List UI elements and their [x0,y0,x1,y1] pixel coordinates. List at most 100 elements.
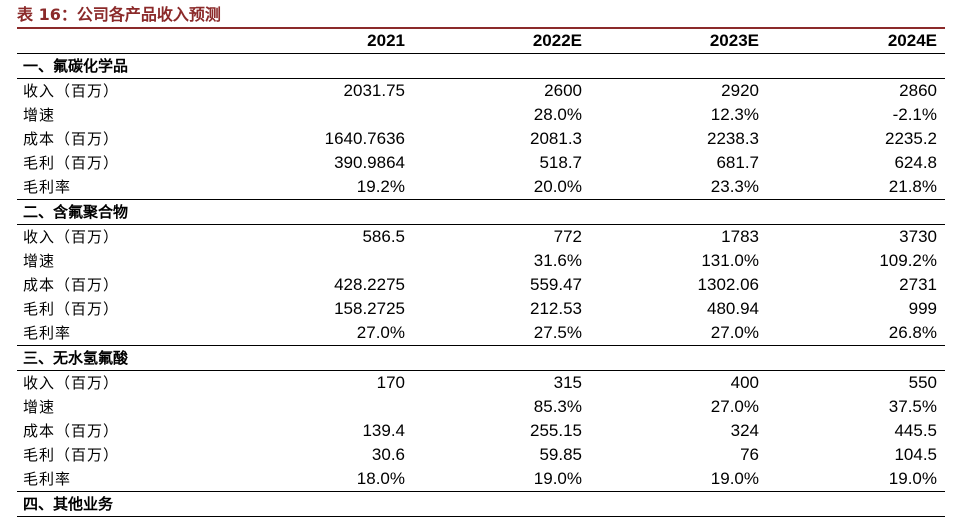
section-row: 三、无水氢氟酸 [17,346,945,371]
row-label: 毛利率 [23,324,72,342]
value-cell: 999 [908,299,937,318]
value-cell: 2031.75 [343,81,405,100]
value-cell: 1783 [721,227,759,246]
value-cell: 158.2725 [334,299,405,318]
table-row: 毛利（百万） 30.6 59.85 76 104.5 [17,443,945,467]
value-cell: 1640.7636 [324,129,405,148]
value-cell: 212.53 [530,299,582,318]
value-cell: 27.5% [533,323,582,342]
value-cell: 518.7 [539,153,582,172]
row-label: 增速 [23,252,56,270]
value-cell: 30.6 [371,445,405,464]
row-label: 收入（百万） [23,374,120,392]
row-label: 成本（百万） [23,422,120,440]
forecast-table: 2021 2022E 2023E 2024E 一、氟碳化学品 收入（百万） 2031… [17,29,945,517]
value-cell [270,249,413,273]
section-row: 四、其他业务 [17,492,945,517]
value-cell: 131.0% [701,251,759,270]
header-cell-2021: 2021 [367,31,405,50]
value-cell: 21.8% [888,177,937,196]
value-cell: 19.0% [710,469,759,488]
value-cell: 139.4 [362,421,405,440]
row-label: 成本（百万） [23,276,120,294]
value-cell: 2920 [721,81,759,100]
value-cell: 624.8 [894,153,937,172]
section-title: 一、氟碳化学品 [23,57,129,75]
value-cell: 428.2275 [334,275,405,294]
value-cell: 109.2% [879,251,937,270]
table-row: 收入（百万） 2031.75 2600 2920 2860 [17,79,945,104]
row-label: 成本（百万） [23,130,120,148]
value-cell: 28.0% [533,105,582,124]
value-cell: -2.1% [892,105,937,124]
value-cell: 390.9864 [334,153,405,172]
value-cell: 23.3% [710,177,759,196]
row-label: 增速 [23,106,56,124]
section-row: 一、氟碳化学品 [17,54,945,79]
section-title: 四、其他业务 [23,495,114,513]
value-cell: 31.6% [533,251,582,270]
table-row: 毛利（百万） 390.9864 518.7 681.7 624.8 [17,151,945,175]
value-cell: 19.2% [356,177,405,196]
value-cell: 19.0% [888,469,937,488]
value-cell: 85.3% [533,397,582,416]
value-cell: 324 [730,421,759,440]
value-cell: 2238.3 [707,129,759,148]
table-row: 成本（百万） 1640.7636 2081.3 2238.3 2235.2 [17,127,945,151]
value-cell: 2731 [899,275,937,294]
table-row: 成本（百万） 428.2275 559.47 1302.06 2731 [17,273,945,297]
value-cell [270,103,413,127]
section-title: 二、含氟聚合物 [23,203,129,221]
section-title: 三、无水氢氟酸 [23,349,129,367]
value-cell: 772 [553,227,582,246]
value-cell: 27.0% [710,323,759,342]
value-cell: 2860 [899,81,937,100]
header-cell-2022e: 2022E [532,31,582,50]
table-row: 收入（百万） 586.5 772 1783 3730 [17,225,945,250]
table-caption: 表 16：公司各产品收入预测 [17,5,221,24]
value-cell: 59.85 [539,445,582,464]
table-row: 毛利率 27.0% 27.5% 27.0% 26.8% [17,321,945,346]
header-row: 2021 2022E 2023E 2024E [17,29,945,54]
value-cell: 27.0% [356,323,405,342]
row-label: 收入（百万） [23,82,120,100]
value-cell: 2081.3 [530,129,582,148]
value-cell: 559.47 [530,275,582,294]
row-label: 增速 [23,398,56,416]
section-row: 二、含氟聚合物 [17,200,945,225]
row-label: 毛利率 [23,178,72,196]
top-rule [17,27,945,29]
value-cell: 37.5% [888,397,937,416]
table-row: 成本（百万） 139.4 255.15 324 445.5 [17,419,945,443]
header-cell-2023e: 2023E [709,31,759,50]
value-cell: 104.5 [894,445,937,464]
value-cell: 400 [730,373,759,392]
value-cell: 2600 [544,81,582,100]
value-cell: 315 [553,373,582,392]
value-cell: 19.0% [533,469,582,488]
table-row: 增速 31.6% 131.0% 109.2% [17,249,945,273]
value-cell: 27.0% [710,397,759,416]
value-cell: 681.7 [716,153,759,172]
value-cell: 1302.06 [697,275,759,294]
table-row: 增速 28.0% 12.3% -2.1% [17,103,945,127]
row-label: 毛利（百万） [23,154,120,172]
value-cell: 445.5 [894,421,937,440]
table-row: 毛利率 19.2% 20.0% 23.3% 21.8% [17,175,945,200]
row-label: 收入（百万） [23,228,120,246]
header-cell-2024e: 2024E [887,31,937,50]
value-cell: 255.15 [530,421,582,440]
value-cell: 550 [908,373,937,392]
value-cell: 480.94 [707,299,759,318]
row-label: 毛利率 [23,470,72,488]
value-cell [270,395,413,419]
value-cell: 20.0% [533,177,582,196]
value-cell: 170 [376,373,405,392]
value-cell: 586.5 [362,227,405,246]
value-cell: 18.0% [356,469,405,488]
value-cell: 76 [740,445,759,464]
value-cell: 3730 [899,227,937,246]
row-label: 毛利（百万） [23,446,120,464]
value-cell: 2235.2 [885,129,937,148]
table-row: 增速 85.3% 27.0% 37.5% [17,395,945,419]
